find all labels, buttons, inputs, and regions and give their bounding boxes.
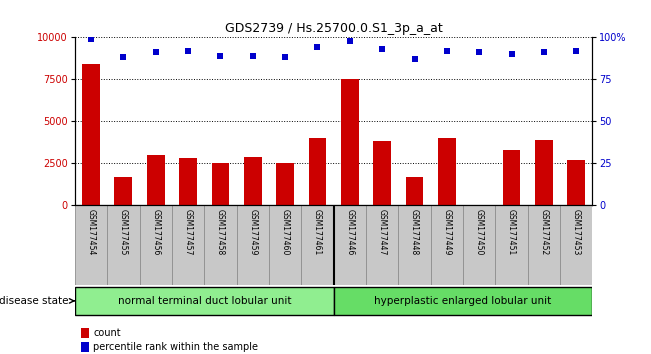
Point — [215, 53, 226, 58]
Point — [377, 46, 387, 52]
Bar — [172, 205, 204, 285]
Text: count: count — [93, 328, 120, 338]
Text: GSM177460: GSM177460 — [281, 209, 290, 256]
Point — [280, 55, 290, 60]
Bar — [398, 205, 431, 285]
Text: GSM177449: GSM177449 — [442, 209, 451, 256]
Bar — [179, 158, 197, 205]
Text: GSM177451: GSM177451 — [507, 209, 516, 256]
Text: GSM177452: GSM177452 — [540, 209, 548, 256]
Bar — [438, 138, 456, 205]
Bar — [463, 205, 495, 285]
Point — [409, 56, 420, 62]
Bar — [276, 163, 294, 205]
Text: GSM177457: GSM177457 — [184, 209, 193, 256]
Text: percentile rank within the sample: percentile rank within the sample — [93, 342, 258, 352]
Point — [312, 45, 323, 50]
Bar — [115, 177, 132, 205]
Point — [441, 48, 452, 53]
Bar — [204, 205, 236, 285]
Text: normal terminal duct lobular unit: normal terminal duct lobular unit — [117, 296, 291, 306]
Bar — [406, 177, 423, 205]
Text: GSM177453: GSM177453 — [572, 209, 581, 256]
Bar — [244, 156, 262, 205]
Bar — [139, 205, 172, 285]
Text: GSM177458: GSM177458 — [216, 209, 225, 256]
Bar — [147, 155, 165, 205]
Point — [474, 50, 484, 55]
Text: GSM177446: GSM177446 — [345, 209, 354, 256]
Bar — [503, 150, 520, 205]
Bar — [309, 138, 326, 205]
Point — [118, 55, 129, 60]
Bar — [269, 205, 301, 285]
Text: GSM177448: GSM177448 — [410, 209, 419, 256]
Bar — [333, 287, 592, 315]
Bar — [431, 205, 463, 285]
Bar — [75, 287, 333, 315]
Bar — [75, 205, 107, 285]
Text: hyperplastic enlarged lobular unit: hyperplastic enlarged lobular unit — [374, 296, 551, 306]
Text: GSM177450: GSM177450 — [475, 209, 484, 256]
Bar — [535, 140, 553, 205]
Point — [86, 36, 96, 42]
Text: disease state: disease state — [0, 296, 68, 306]
Bar — [373, 141, 391, 205]
Bar — [567, 160, 585, 205]
Bar — [81, 328, 89, 338]
Point — [150, 50, 161, 55]
Point — [247, 53, 258, 58]
Bar — [236, 205, 269, 285]
Text: GSM177461: GSM177461 — [313, 209, 322, 256]
Point — [506, 51, 517, 57]
Bar — [560, 205, 592, 285]
Bar — [301, 205, 333, 285]
Bar — [495, 205, 528, 285]
Point — [538, 50, 549, 55]
Bar — [212, 163, 229, 205]
Text: GSM177447: GSM177447 — [378, 209, 387, 256]
Bar — [366, 205, 398, 285]
Text: GSM177454: GSM177454 — [87, 209, 96, 256]
Title: GDS2739 / Hs.25700.0.S1_3p_a_at: GDS2739 / Hs.25700.0.S1_3p_a_at — [225, 22, 443, 35]
Bar — [81, 342, 89, 352]
Text: GSM177455: GSM177455 — [119, 209, 128, 256]
Bar — [107, 205, 139, 285]
Bar — [82, 64, 100, 205]
Bar — [341, 79, 359, 205]
Bar — [528, 205, 560, 285]
Point — [571, 48, 581, 53]
Text: GSM177456: GSM177456 — [151, 209, 160, 256]
Point — [344, 38, 355, 44]
Bar — [333, 205, 366, 285]
Text: GSM177459: GSM177459 — [248, 209, 257, 256]
Point — [183, 48, 193, 53]
